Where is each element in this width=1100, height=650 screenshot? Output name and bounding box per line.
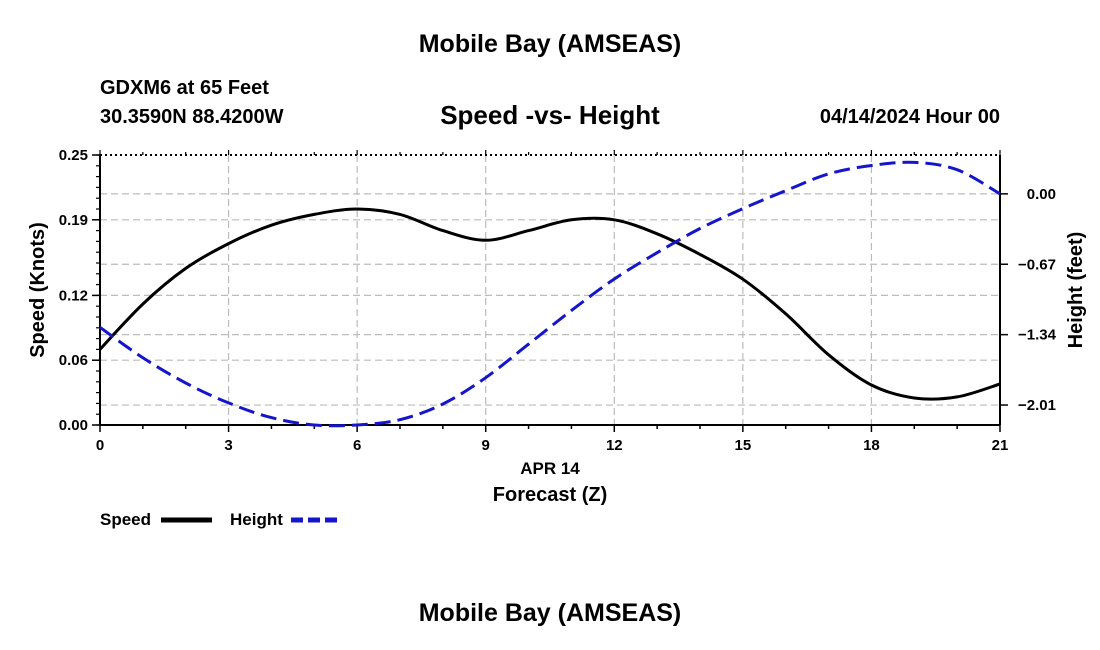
x-tick-label: 21	[992, 437, 1009, 454]
y-tick-label: 0.25	[59, 147, 88, 164]
x-axis-label: Forecast (Z)	[493, 484, 607, 506]
axis-layer: 0 3 6 9 12 15 18 21 0.00 0.06 0.12 0.19 0.25 0.00 −0.6…	[59, 147, 1057, 454]
x-sublabel: APR 14	[520, 459, 580, 478]
forecast-datetime: 04/14/2024 Hour 00	[819, 106, 1000, 128]
x-tick-label: 15	[735, 437, 752, 454]
station-label: GDXM6 at 65 Feet	[100, 77, 269, 99]
series-layer	[98, 160, 1001, 428]
speed-series-line	[98, 207, 1001, 401]
x-tick-label: 0	[96, 437, 104, 454]
y-tick-label: 0.12	[59, 287, 88, 304]
y-tick-label: 0.00	[59, 417, 88, 434]
y2-tick-label: −2.01	[1018, 397, 1056, 414]
y2-tick-label: 0.00	[1027, 186, 1056, 203]
label-layer: APR 14 Forecast (Z) Speed (Knots) Height…	[27, 222, 1087, 506]
chart-title: Speed -vs- Height	[440, 100, 660, 130]
legend: Speed Height	[100, 510, 342, 529]
y-tick-label: 0.06	[59, 352, 88, 369]
x-tick-label: 9	[482, 437, 490, 454]
legend-speed-label: Speed	[100, 510, 151, 529]
x-tick-label: 3	[224, 437, 232, 454]
y-axis-label: Speed (Knots)	[27, 222, 49, 358]
coordinates-label: 30.3590N 88.4200W	[100, 106, 284, 128]
y-tick-label: 0.19	[59, 212, 88, 229]
main-title: Mobile Bay (AMSEAS)	[418, 30, 682, 58]
y2-tick-label: −1.34	[1018, 327, 1057, 344]
x-tick-label: 6	[353, 437, 361, 454]
y2-axis-label: Height (feet)	[1065, 232, 1087, 349]
bottom-title: Mobile Bay (AMSEAS)	[418, 599, 682, 627]
y2-tick-label: −0.67	[1018, 256, 1056, 273]
x-tick-label: 12	[606, 437, 623, 454]
x-tick-label: 18	[863, 437, 880, 454]
height-series-line	[99, 160, 1001, 428]
grid-layer	[100, 155, 1000, 425]
legend-height-label: Height	[230, 510, 283, 529]
